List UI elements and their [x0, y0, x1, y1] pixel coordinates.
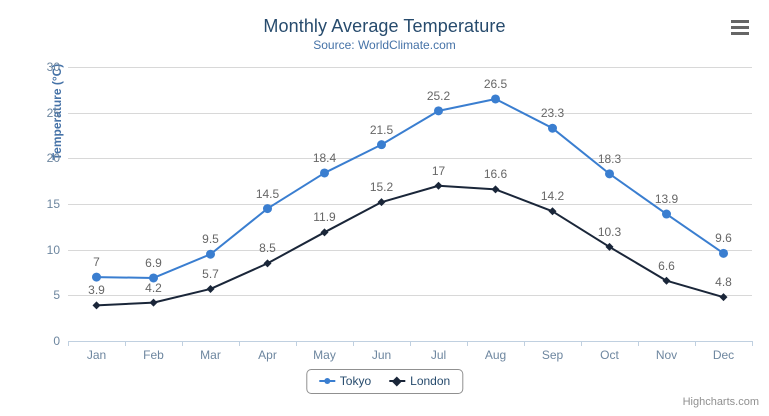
data-label-tokyo-oct: 18.3 — [597, 151, 622, 166]
data-label-tokyo-sep: 23.3 — [540, 106, 565, 121]
x-axis-tick-label: Aug — [484, 348, 507, 362]
x-axis-tick-label: May — [313, 348, 336, 362]
data-label-tokyo-jan: 7 — [93, 255, 100, 270]
x-axis-tick — [353, 341, 354, 346]
x-axis-tick — [410, 341, 411, 346]
legend-label: London — [410, 374, 451, 388]
legend-label: Tokyo — [339, 374, 372, 388]
data-label-tokyo-apr: 14.5 — [255, 186, 280, 201]
data-label-london-jun: 15.2 — [369, 180, 394, 195]
gridline — [68, 112, 752, 114]
x-axis-tick-label: Jun — [371, 348, 392, 362]
data-label-london-sep: 14.2 — [540, 189, 565, 204]
legend-point-marker — [392, 376, 403, 386]
hamburger-bar — [731, 32, 749, 35]
data-label-london-feb: 4.2 — [145, 280, 162, 295]
gridline — [68, 158, 752, 160]
legend-item-london[interactable]: London — [389, 374, 450, 388]
y-axis-tick-label: 25 — [46, 105, 60, 120]
data-label-tokyo-jun: 21.5 — [369, 122, 394, 137]
data-label-london-nov: 6.6 — [658, 258, 675, 273]
chart-subtitle: Source: WorldClimate.com — [313, 38, 456, 52]
data-label-london-apr: 8.5 — [259, 241, 276, 256]
y-axis-tick-label: 5 — [53, 288, 60, 303]
data-label-london-jan: 3.9 — [88, 283, 105, 298]
y-axis-tick-label: 30 — [46, 60, 60, 74]
x-axis-tick — [125, 341, 126, 346]
data-label-london-oct: 10.3 — [597, 224, 622, 239]
gridline — [68, 295, 752, 297]
hamburger-bar — [731, 26, 749, 29]
y-axis-tick-label: 20 — [46, 151, 60, 166]
x-axis-tick — [581, 341, 582, 346]
chart-title: Monthly Average Temperature — [263, 16, 506, 36]
gridline — [68, 67, 752, 68]
y-axis-labels: 0 5 10 15 20 25 30 — [14, 61, 60, 347]
y-axis-tick-label: 0 — [53, 334, 60, 348]
hamburger-menu-icon[interactable] — [728, 16, 752, 38]
data-label-london-mar: 5.7 — [202, 266, 219, 281]
data-label-london-dec: 4.8 — [715, 275, 732, 290]
x-axis-tick-label: Jul — [430, 348, 447, 362]
legend-marker-diamond-icon — [389, 376, 406, 386]
gridline — [68, 249, 752, 251]
y-axis-tick-label: 15 — [46, 197, 60, 211]
x-axis-tick-label: Mar — [200, 348, 221, 362]
data-label-tokyo-nov: 13.9 — [654, 192, 679, 207]
data-label-tokyo-may: 18.4 — [312, 150, 337, 165]
data-label-tokyo-feb: 6.9 — [145, 255, 162, 270]
data-label-london-jul: 17 — [431, 163, 446, 178]
x-axis-tick-label: Jan — [86, 348, 107, 362]
x-axis-tick — [68, 341, 69, 346]
x-axis-tick — [752, 341, 753, 346]
x-axis-tick-label: Sep — [541, 348, 564, 362]
credits-link[interactable]: Highcharts.com — [682, 396, 759, 408]
x-axis-tick — [695, 341, 696, 346]
y-axis-tick-label: 10 — [46, 242, 60, 257]
x-axis-tick — [239, 341, 240, 346]
legend-point-marker — [323, 378, 330, 384]
x-axis-tick — [467, 341, 468, 346]
x-axis-tick-label: Nov — [655, 348, 678, 362]
data-label-london-aug: 16.6 — [483, 167, 508, 182]
legend-item-tokyo[interactable]: Tokyo — [318, 374, 372, 388]
data-label-london-may: 11.9 — [313, 210, 336, 225]
chart-legend: Tokyo London — [305, 369, 464, 394]
x-axis-tick — [182, 341, 183, 346]
data-label-tokyo-jul: 25.2 — [426, 88, 451, 103]
legend-marker-circle-icon — [318, 376, 335, 386]
x-axis-tick-label: Feb — [143, 348, 164, 362]
data-label-tokyo-dec: 9.6 — [715, 231, 732, 246]
x-axis-tick-label: Apr — [258, 348, 277, 362]
x-axis-tick-label: Dec — [712, 348, 735, 362]
data-label-tokyo-mar: 9.5 — [202, 232, 219, 247]
x-axis-tick — [524, 341, 525, 346]
data-label-tokyo-aug: 26.5 — [483, 76, 508, 91]
x-axis-tick — [638, 341, 639, 346]
hamburger-bar — [731, 20, 749, 23]
x-axis-tick-label: Oct — [600, 348, 619, 362]
x-axis-tick — [296, 341, 297, 346]
